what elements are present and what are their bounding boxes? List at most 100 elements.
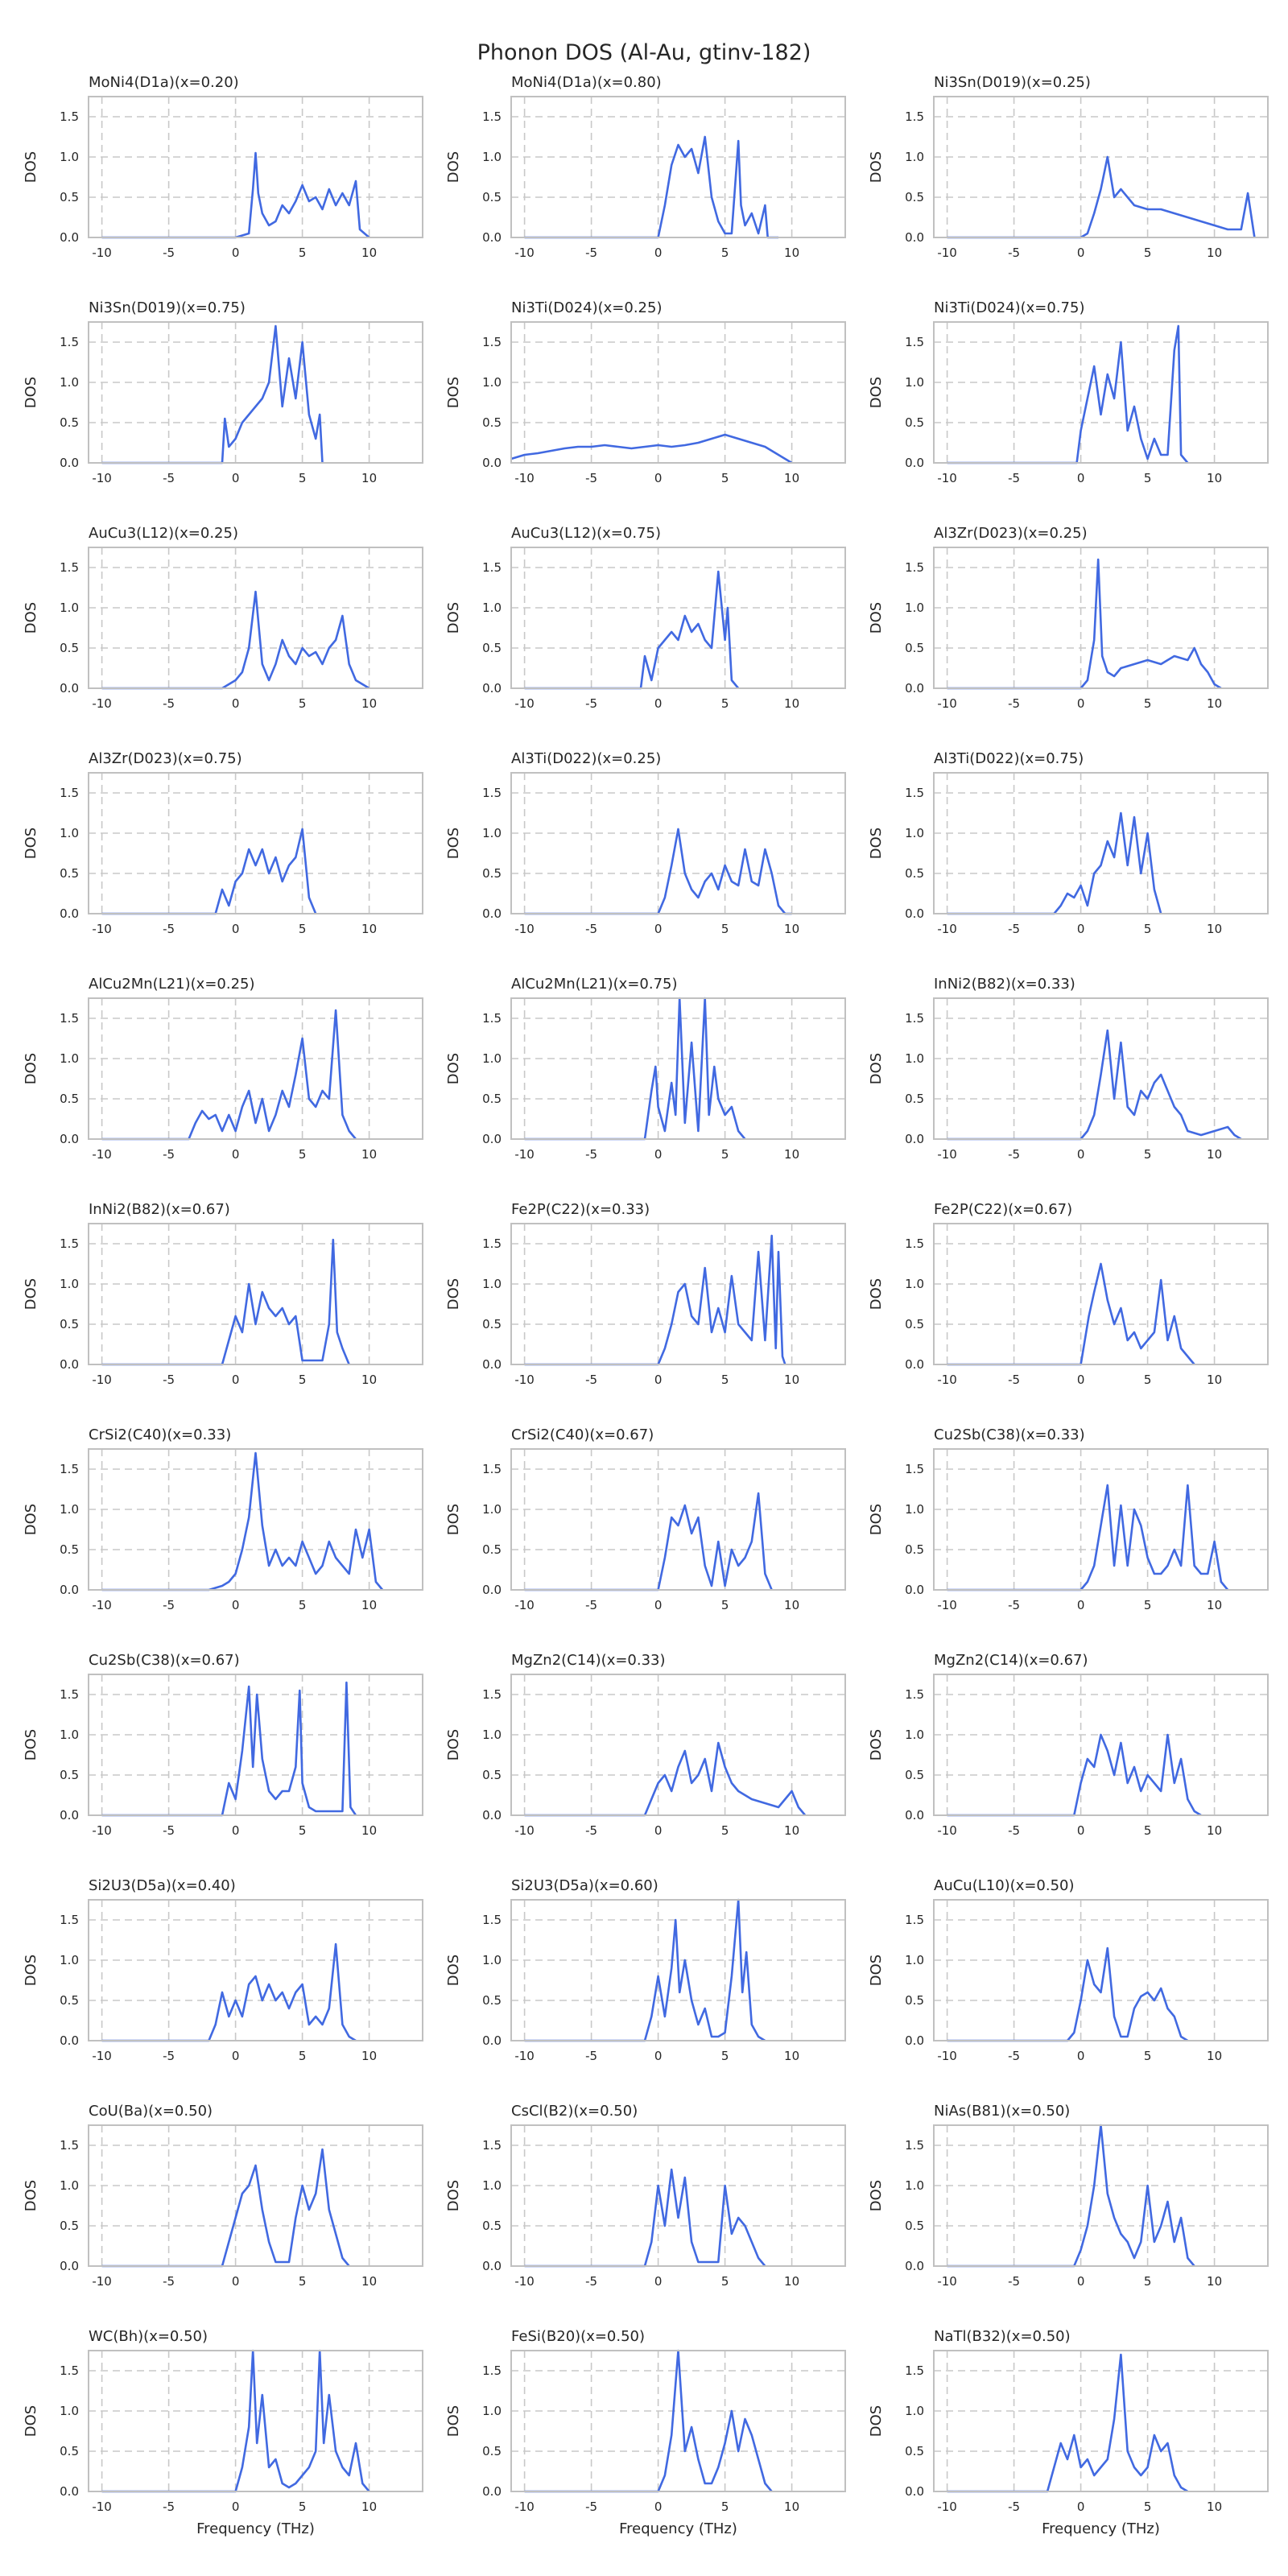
x-tick-label: -5	[1008, 696, 1020, 711]
axes-frame	[88, 2350, 423, 2492]
axes-frame	[510, 997, 846, 1140]
x-tick-label: 0	[654, 246, 663, 260]
axes-frame	[510, 321, 846, 464]
x-tick-label: -5	[1008, 1823, 1020, 1838]
x-tick-label: 0	[232, 696, 240, 711]
dos-panel: Fe2P(C22)(x=0.33) -10 -5 0 5 10 0.0 0.5 1.0 1.5 DO…	[445, 1201, 846, 1387]
y-tick-label: 0.0	[905, 2484, 924, 2499]
x-axis-label: Frequency (THz)	[1042, 2520, 1160, 2537]
y-tick-label: 0.5	[482, 2219, 502, 2233]
y-tick-label: 0.5	[905, 2444, 924, 2458]
y-tick-label: 1.0	[482, 1728, 502, 1742]
y-tick-label: 0.5	[905, 1317, 924, 1331]
x-tick-label: 5	[299, 1373, 307, 1387]
x-tick-label: 5	[1144, 2049, 1152, 2063]
dos-panel: Ni3Sn(D019)(x=0.25) -10 -5 0 5 10 0.0 0.5 1.0 1.5…	[868, 74, 1269, 260]
x-tick-label: -5	[585, 1823, 597, 1838]
axes-frame	[510, 547, 846, 689]
x-tick-label: -5	[163, 696, 175, 711]
axes-frame	[510, 2124, 846, 2267]
y-tick-label: 0.0	[482, 2484, 502, 2499]
x-tick-label: -10	[92, 2500, 112, 2514]
x-tick-label: 10	[1207, 2049, 1222, 2063]
x-tick-label: 5	[721, 471, 729, 485]
figure-title: Phonon DOS (Al-Au, gtinv-182)	[477, 40, 811, 65]
x-tick-label: -5	[163, 1598, 175, 1612]
x-tick-label: -10	[937, 922, 957, 936]
y-tick-label: 0.0	[905, 1583, 924, 1597]
y-axis-label: DOS	[868, 1278, 885, 1310]
y-tick-label: 0.0	[482, 906, 502, 921]
y-tick-label: 1.5	[905, 1913, 924, 1927]
x-tick-label: 5	[721, 2274, 729, 2289]
dos-series-line	[947, 811, 1162, 915]
y-tick-label: 1.5	[60, 786, 79, 800]
dos-series-line	[947, 324, 1189, 464]
x-tick-label: -10	[514, 471, 535, 485]
x-tick-label: -5	[163, 2274, 175, 2289]
panel-title: NiAs(B81)(x=0.50)	[934, 2103, 1070, 2120]
y-tick-label: 1.5	[905, 335, 924, 349]
x-tick-label: 5	[721, 1373, 729, 1387]
dos-panel: InNi2(B82)(x=0.33) -10 -5 0 5 10 0.0 0.5 1.0 1.5 D…	[868, 976, 1269, 1162]
x-tick-label: -5	[1008, 1147, 1020, 1162]
y-tick-label: 1.5	[60, 2138, 79, 2153]
y-axis-label: DOS	[868, 602, 885, 634]
x-tick-label: 5	[1144, 696, 1152, 711]
x-tick-label: -5	[585, 2274, 597, 2289]
y-tick-label: 1.0	[60, 2404, 79, 2418]
panel-title: CoU(Ba)(x=0.50)	[89, 2103, 213, 2120]
y-axis-label: DOS	[23, 602, 39, 634]
y-tick-label: 1.5	[905, 1236, 924, 1251]
x-tick-label: 5	[721, 2049, 729, 2063]
y-tick-label: 1.5	[905, 1687, 924, 1702]
dos-series-line	[947, 1946, 1189, 2042]
x-tick-label: 5	[1144, 1823, 1152, 1838]
y-axis-label: DOS	[23, 1504, 39, 1535]
axes-frame	[933, 321, 1269, 464]
y-tick-label: 0.5	[60, 1092, 79, 1106]
x-tick-label: -10	[937, 246, 957, 260]
y-tick-label: 1.0	[60, 601, 79, 615]
dos-series-line	[101, 590, 370, 690]
dos-series-line	[101, 324, 324, 464]
dos-panel: InNi2(B82)(x=0.67) -10 -5 0 5 10 0.0 0.5 1.0 1.5 D…	[23, 1201, 423, 1387]
dos-panel: FeSi(B20)(x=0.50) -10 -5 0 5 10 0.0 0.5 1.0 1.5 DO…	[445, 2328, 846, 2537]
y-tick-label: 0.0	[482, 2033, 502, 2048]
panel-title: InNi2(B82)(x=0.33)	[934, 976, 1075, 993]
x-tick-label: -10	[92, 922, 112, 936]
y-tick-label: 0.5	[482, 641, 502, 655]
x-tick-label: -10	[92, 696, 112, 711]
y-axis-label: DOS	[445, 1729, 462, 1761]
axes-frame	[933, 2124, 1269, 2267]
panel-title: Si2U3(D5a)(x=0.40)	[89, 1877, 236, 1894]
x-tick-label: -10	[514, 2500, 535, 2514]
x-tick-label: 5	[299, 1598, 307, 1612]
x-tick-label: 0	[654, 1373, 663, 1387]
y-tick-label: 0.0	[905, 2259, 924, 2273]
x-tick-label: -5	[163, 1373, 175, 1387]
y-tick-label: 1.5	[60, 2363, 79, 2378]
x-tick-label: 5	[299, 1147, 307, 1162]
x-tick-label: 5	[721, 2500, 729, 2514]
x-tick-label: -10	[514, 2049, 535, 2063]
x-tick-label: 10	[1207, 2500, 1222, 2514]
y-tick-label: 1.5	[905, 2138, 924, 2153]
dos-series-line	[524, 1741, 807, 1817]
panel-title: MoNi4(D1a)(x=0.20)	[89, 74, 239, 91]
dos-panel: CsCl(B2)(x=0.50) -10 -5 0 5 10 0.0 0.5 1.0 1.5 DOS	[445, 2103, 846, 2289]
panel-title: AlCu2Mn(L21)(x=0.25)	[89, 976, 255, 993]
axes-frame	[88, 1223, 423, 1365]
x-tick-label: -10	[92, 1598, 112, 1612]
y-tick-label: 1.0	[482, 2404, 502, 2418]
x-tick-label: -10	[937, 2049, 957, 2063]
x-tick-label: 5	[1144, 2500, 1152, 2514]
y-tick-label: 0.5	[482, 866, 502, 881]
dos-panel: Al3Ti(D022)(x=0.25) -10 -5 0 5 10 0.0 0.5 1.0 1.5…	[445, 750, 846, 936]
y-axis-label: DOS	[868, 377, 885, 408]
x-tick-label: 10	[1207, 1373, 1222, 1387]
x-tick-label: 10	[784, 2274, 799, 2289]
panel-title: Ni3Ti(D024)(x=0.75)	[934, 299, 1084, 316]
y-axis-label: DOS	[868, 1053, 885, 1084]
x-tick-label: 0	[1077, 1598, 1085, 1612]
